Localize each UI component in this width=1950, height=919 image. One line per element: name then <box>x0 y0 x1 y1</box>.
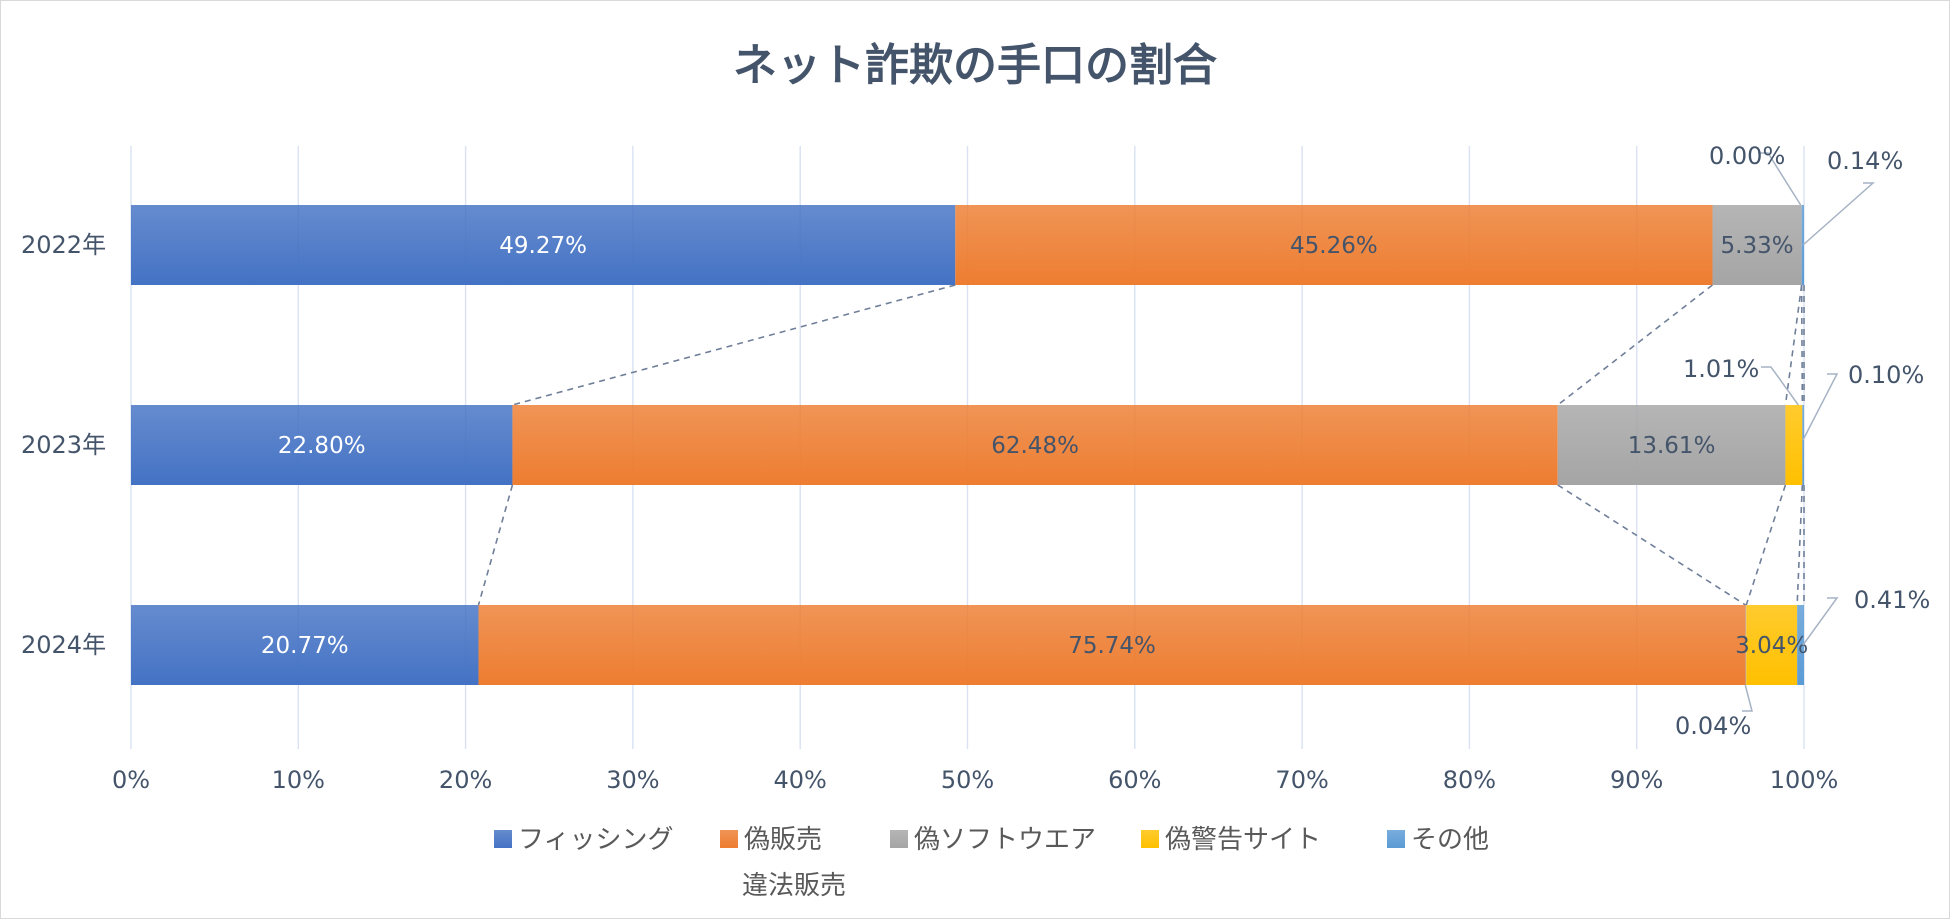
legend-swatch <box>720 830 738 848</box>
x-tick-label: 20% <box>439 766 492 794</box>
y-category-label: 2022年 <box>21 231 106 259</box>
bar-segment <box>1802 405 1804 485</box>
chart-title: ネット詐欺の手口の割合 <box>733 40 1217 91</box>
x-tick-label: 0% <box>112 766 150 794</box>
series-line <box>1800 284 1804 406</box>
bar-segment <box>1745 605 1747 685</box>
bar-segment <box>1746 605 1798 685</box>
data-label: 20.77% <box>261 633 349 659</box>
data-label: 49.27% <box>499 233 587 259</box>
series-line <box>1557 484 1747 606</box>
x-tick-label: 90% <box>1610 766 1663 794</box>
leader-line <box>1802 182 1875 246</box>
legend-swatch <box>1141 830 1159 848</box>
x-tick-label: 80% <box>1443 766 1496 794</box>
bar-segment <box>478 605 1746 685</box>
series-line <box>1796 484 1804 606</box>
y-category-label: 2023年 <box>21 431 106 459</box>
bar-segment <box>512 405 1558 485</box>
legend-swatch <box>494 830 512 848</box>
series-line <box>1745 484 1787 606</box>
data-label: 1.01% <box>1683 355 1759 383</box>
bar-segment <box>955 205 1713 285</box>
bar-segment <box>131 605 479 685</box>
series-line <box>477 484 514 606</box>
legend-label: その他 <box>1411 825 1489 855</box>
bar-segment <box>1557 405 1786 485</box>
axis-layer: 0% 10% 20% 30% 40% 50% 60% 70% 80% 90% 100% 2022年 20… <box>21 231 1838 794</box>
leader-line <box>1802 597 1839 646</box>
data-label: 75.74% <box>1068 633 1156 659</box>
x-tick-label: 10% <box>272 766 325 794</box>
data-label: 5.33% <box>1721 233 1794 259</box>
data-label: 13.61% <box>1628 433 1716 459</box>
legend-label: フィッシング <box>518 825 673 855</box>
legend-extra-text: 違法販売 <box>742 871 846 901</box>
bar-segment <box>1712 205 1802 285</box>
data-label: 0.00% <box>1709 142 1785 170</box>
data-label: 22.80% <box>278 433 366 459</box>
leader-line <box>1742 684 1753 712</box>
legend-swatch <box>890 830 908 848</box>
x-tick-label: 50% <box>941 766 994 794</box>
bar-layer <box>131 205 1804 685</box>
series-line <box>1784 284 1803 406</box>
leader-line <box>1761 366 1799 406</box>
x-tick-label: 70% <box>1275 766 1328 794</box>
legend-swatch <box>1387 830 1405 848</box>
series-line <box>512 284 956 406</box>
leader-line <box>1802 373 1839 441</box>
bar-segment <box>131 205 956 285</box>
legend-label: 偽警告サイト <box>1165 825 1321 855</box>
x-tick-label: 40% <box>774 766 827 794</box>
x-tick-label: 100% <box>1770 766 1839 794</box>
bar-segment <box>1801 205 1804 285</box>
x-tick-label: 60% <box>1108 766 1161 794</box>
x-tick-label: 30% <box>606 766 659 794</box>
series-line <box>1557 284 1713 406</box>
data-label: 0.10% <box>1848 361 1924 389</box>
y-category-label: 2024年 <box>21 631 106 659</box>
leader-line <box>1758 152 1802 206</box>
data-label: 3.04% <box>1735 633 1808 659</box>
data-label: 62.48% <box>991 433 1079 459</box>
bar-segment <box>1797 605 1804 685</box>
bar-segment <box>1785 405 1803 485</box>
data-label: 45.26% <box>1290 233 1378 259</box>
data-label: 0.14% <box>1827 147 1903 175</box>
series-line-layer <box>477 284 1805 606</box>
bar-segment <box>131 405 513 485</box>
legend-label: 偽販売 <box>744 825 822 855</box>
data-label-layer: 49.27% 45.26% 5.33% 0.00% 0.14% 22.80% 62.48% 1… <box>261 142 1930 740</box>
data-label: 0.04% <box>1675 712 1751 740</box>
legend-label: 偽ソフトウエア <box>914 825 1096 855</box>
data-label: 0.41% <box>1854 586 1930 614</box>
